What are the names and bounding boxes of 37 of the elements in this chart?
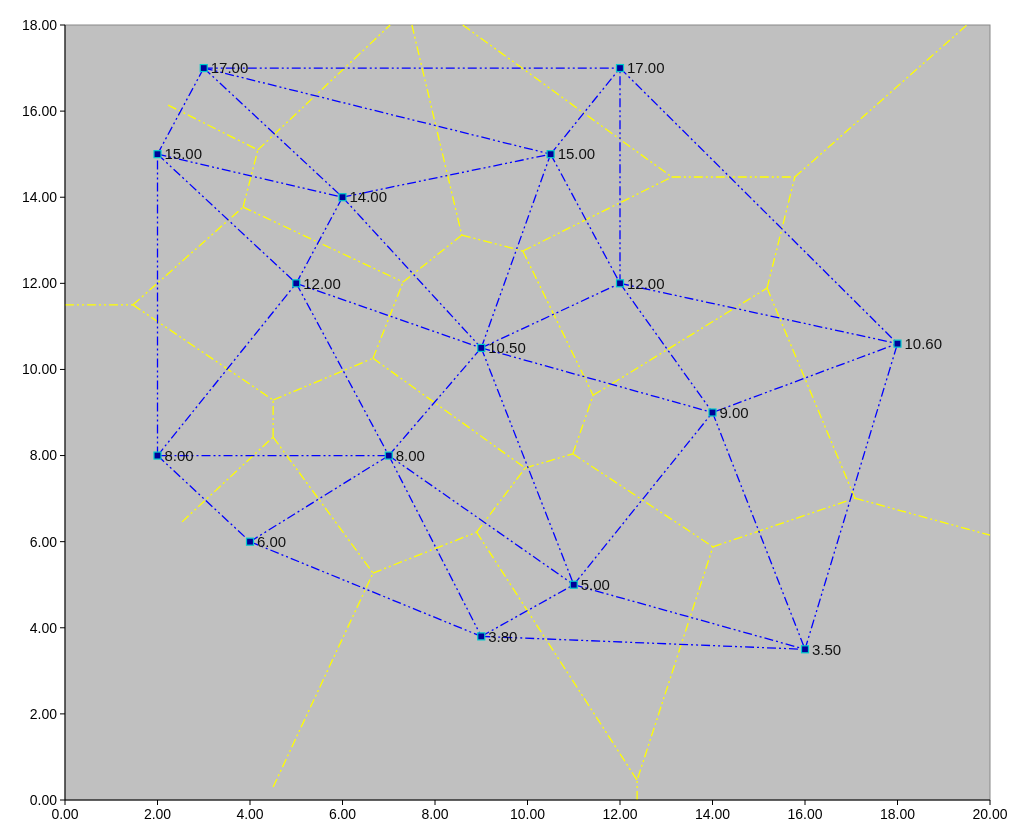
y-tick-label: 4.00	[29, 619, 58, 636]
x-tick-label: 20.00	[972, 806, 1008, 822]
data-label: 17.00	[210, 59, 249, 77]
x-tick-label: 14.00	[694, 806, 731, 822]
data-label: 8.00	[164, 446, 194, 464]
data-label: 12.00	[627, 274, 665, 292]
data-label: 5.00	[580, 575, 610, 593]
data-label: 10.60	[904, 334, 943, 352]
x-tick-label: 2.00	[143, 806, 172, 822]
data-label: 12.00	[303, 274, 341, 292]
data-label: 15.00	[164, 145, 203, 163]
data-label: 15.00	[557, 145, 596, 163]
data-label: 3.80	[488, 627, 518, 645]
data-label: 9.00	[719, 403, 749, 421]
y-tick-label: 16.00	[21, 103, 58, 120]
x-tick-label: 18.00	[879, 806, 916, 822]
y-tick-label: 0.00	[29, 791, 58, 808]
data-label: 6.00	[257, 532, 287, 550]
x-tick-label: 8.00	[421, 806, 449, 822]
x-tick-label: 10.00	[509, 806, 546, 822]
x-tick-label: 6.00	[328, 806, 357, 822]
x-tick-label: 12.00	[602, 806, 638, 822]
data-label: 10.50	[488, 339, 526, 357]
data-label: 8.00	[395, 446, 425, 464]
y-tick-label: 12.00	[21, 275, 58, 292]
y-tick-label: 6.00	[29, 533, 58, 550]
x-tick-label: 16.00	[787, 806, 823, 822]
y-tick-label: 10.00	[21, 361, 58, 378]
x-tick-label: 4.00	[236, 806, 264, 822]
x-tick-label: 0.00	[51, 806, 79, 822]
data-label: 3.50	[812, 640, 842, 658]
y-tick-label: 2.00	[29, 705, 58, 722]
y-tick-label: 18.00	[21, 16, 58, 33]
y-tick-label: 14.00	[21, 189, 58, 206]
data-label: 17.00	[627, 59, 665, 77]
data-label: 14.00	[349, 188, 388, 206]
y-tick-label: 8.00	[29, 447, 58, 464]
